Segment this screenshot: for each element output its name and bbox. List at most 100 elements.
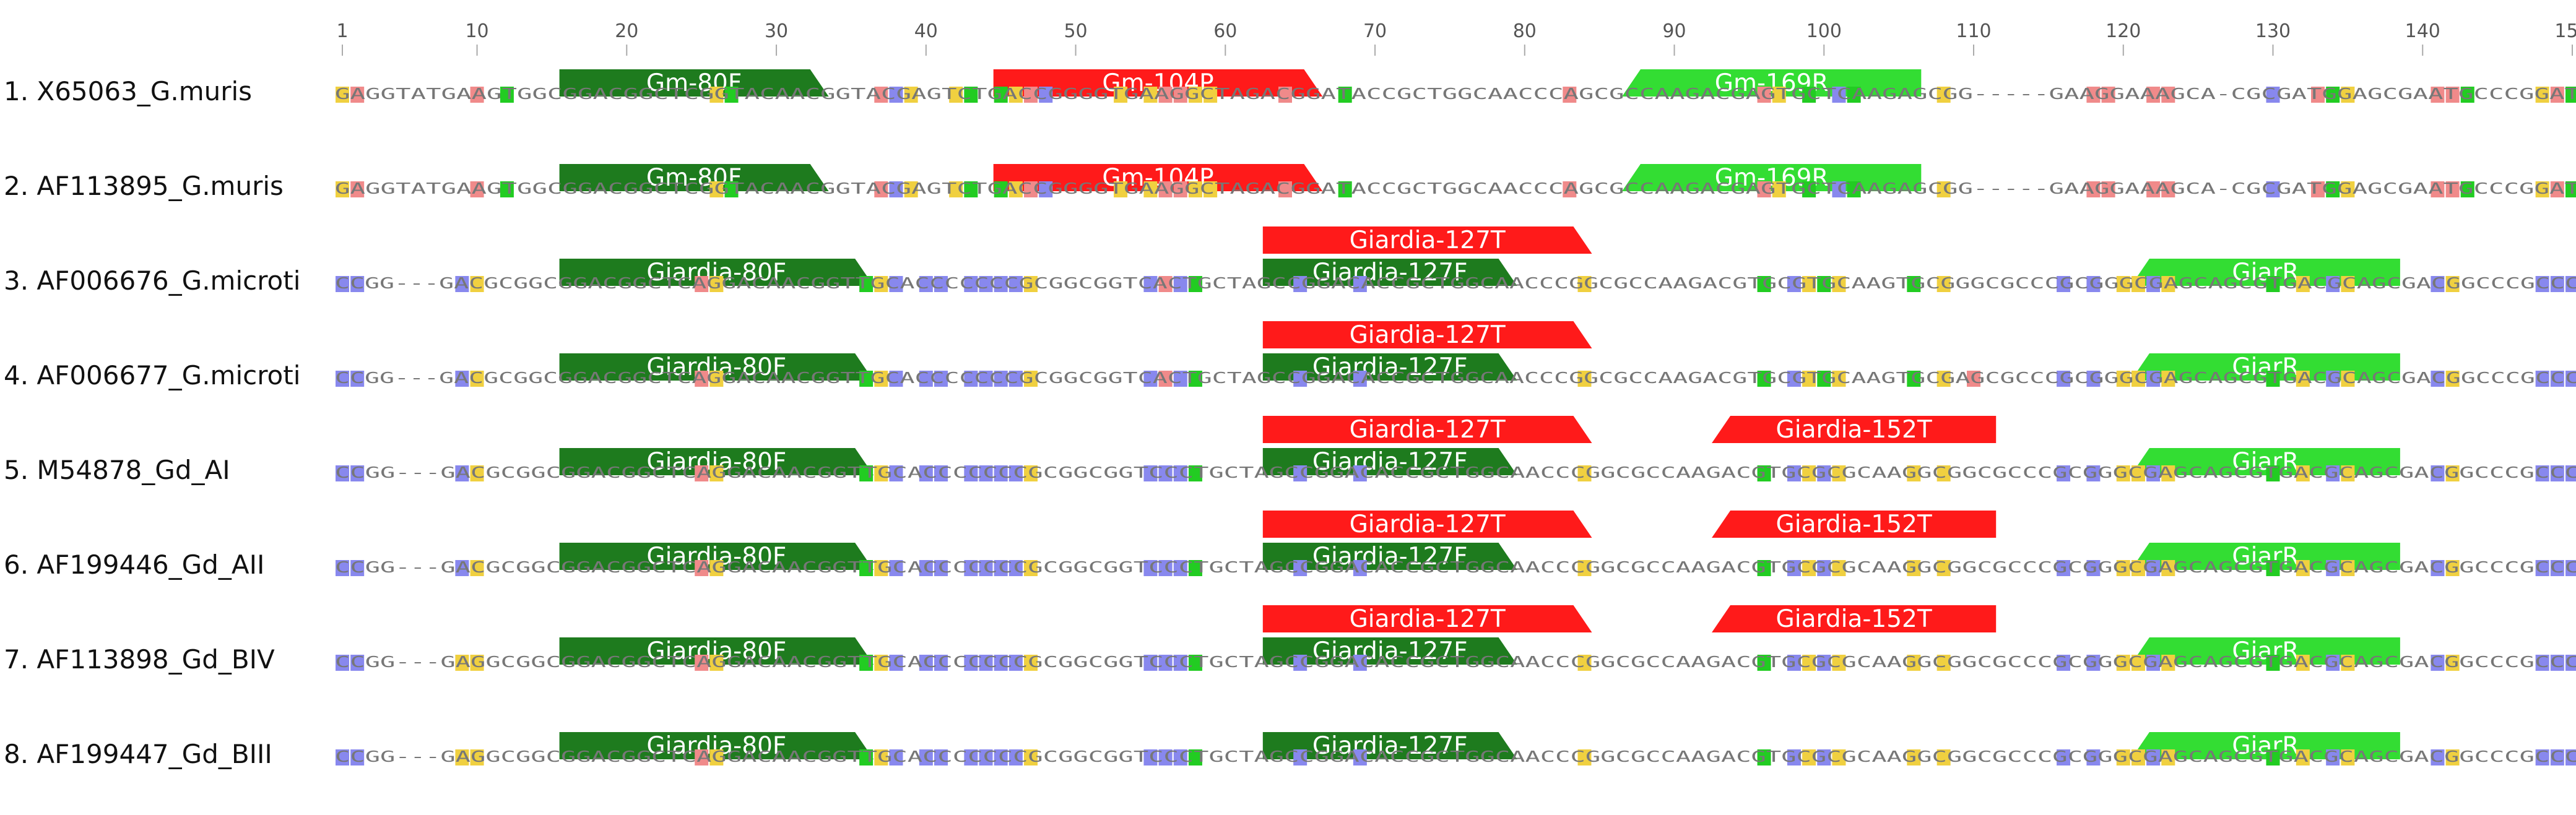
base-highlight [2431, 371, 2445, 387]
base-highlight [1293, 560, 1308, 576]
base-highlight [994, 87, 1008, 103]
base-highlight [2086, 749, 2101, 765]
base-highlight [1936, 655, 1951, 671]
primer-arrow [559, 259, 874, 286]
base-highlight [2341, 465, 2355, 481]
base-highlight [2565, 181, 2576, 197]
base-highlight [2445, 560, 2460, 576]
base-highlight [2431, 749, 2445, 765]
base-highlight [2131, 371, 2145, 387]
base-highlight [709, 87, 724, 103]
primer-label: Giardia-127F [1312, 353, 1468, 381]
base-highlight [1158, 655, 1173, 671]
base-highlight [1158, 749, 1173, 765]
base-highlight [1802, 560, 1816, 576]
base-highlight [2266, 749, 2280, 765]
base-highlight [1173, 560, 1187, 576]
base-highlight [964, 181, 978, 197]
base-highlight [1832, 655, 1846, 671]
base-highlight [2116, 655, 2130, 671]
base-highlight [1817, 276, 1831, 292]
base-highlight [1008, 87, 1023, 103]
primer-label: Giardia-127T [1350, 511, 1506, 538]
base-highlight [709, 371, 724, 387]
base-highlight [979, 655, 993, 671]
base-highlight [1757, 749, 1771, 765]
ruler-tick-label: 50 [1064, 20, 1087, 42]
base-highlight [1173, 276, 1187, 292]
primer-arrow [559, 353, 874, 381]
base-highlight [889, 87, 903, 103]
base-highlight [335, 560, 350, 576]
base-highlight [695, 276, 709, 292]
base-highlight [1832, 276, 1846, 292]
base-highlight [1293, 465, 1308, 481]
ruler-tick-label: 140 [2405, 20, 2440, 42]
base-highlight [904, 87, 918, 103]
base-highlight [964, 749, 978, 765]
base-highlight [1143, 465, 1158, 481]
base-highlight [2116, 276, 2130, 292]
base-highlight [2311, 87, 2325, 103]
base-highlight [709, 655, 724, 671]
base-highlight [350, 181, 365, 197]
base-highlight [1787, 371, 1801, 387]
sequence-name: 6. AF199446_Gd_AII [4, 550, 264, 580]
base-highlight [1817, 465, 1831, 481]
base-highlight [2311, 181, 2325, 197]
base-highlight [1188, 87, 1202, 103]
base-highlight [2146, 655, 2161, 671]
primer-arrow [1712, 511, 1997, 538]
base-highlight [1936, 276, 1951, 292]
base-highlight [1188, 181, 1202, 197]
base-highlight [2326, 560, 2340, 576]
base-highlight [964, 371, 978, 387]
base-highlight [1008, 276, 1023, 292]
primer-arrow [1622, 164, 1922, 191]
ruler-tick-label: 1 [336, 20, 348, 42]
ruler-tick-label: 90 [1662, 20, 1686, 42]
base-highlight [2086, 560, 2101, 576]
base-highlight [1353, 276, 1367, 292]
sequence-name: 8. AF199447_Gd_BIII [4, 739, 272, 769]
base-highlight [1577, 276, 1592, 292]
base-highlight [2057, 276, 2071, 292]
base-highlight [709, 276, 724, 292]
base-highlight [2550, 181, 2564, 197]
base-highlight [1353, 371, 1367, 387]
ruler-tick-label: 60 [1213, 20, 1237, 42]
base-highlight [1757, 181, 1771, 197]
base-highlight [709, 181, 724, 197]
base-highlight [2445, 371, 2460, 387]
base-highlight [874, 655, 888, 671]
base-highlight [964, 87, 978, 103]
base-highlight [889, 655, 903, 671]
base-highlight [1293, 655, 1308, 671]
primer-arrow [1262, 637, 1517, 665]
base-highlight [1832, 371, 1846, 387]
base-highlight [1787, 655, 1801, 671]
primer-label: Giardia-127T [1350, 416, 1506, 444]
base-highlight [2431, 276, 2445, 292]
base-highlight [2146, 749, 2161, 765]
base-highlight [874, 276, 888, 292]
base-highlight [2161, 371, 2175, 387]
base-highlight [994, 181, 1008, 197]
base-highlight [859, 276, 874, 292]
base-highlight [2431, 465, 2445, 481]
base-highlight [1577, 371, 1592, 387]
base-highlight [919, 749, 933, 765]
base-highlight [2550, 276, 2564, 292]
base-highlight [2131, 560, 2145, 576]
base-highlight [1936, 181, 1951, 197]
base-highlight [1802, 181, 1816, 197]
base-highlight [1832, 465, 1846, 481]
base-highlight [2146, 87, 2161, 103]
primer-arrow [559, 69, 829, 97]
base-highlight [2296, 465, 2310, 481]
base-highlight [1173, 465, 1187, 481]
base-highlight [2161, 560, 2175, 576]
base-highlight [2550, 465, 2564, 481]
